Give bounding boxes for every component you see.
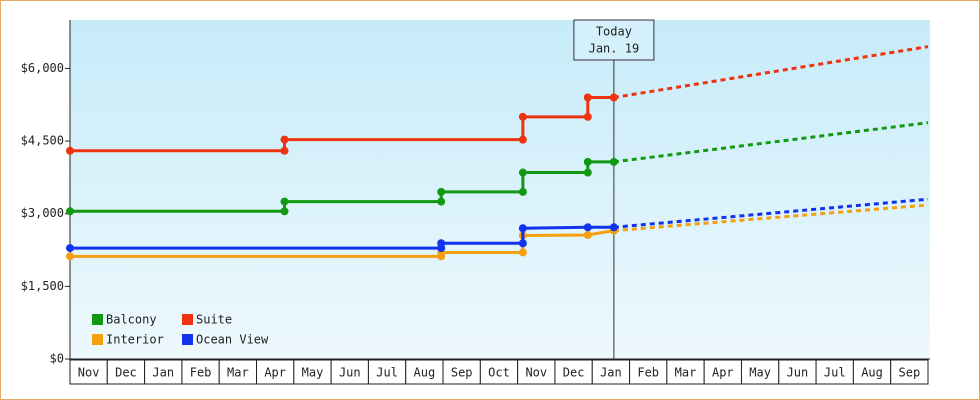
point — [518, 248, 527, 257]
y-tick-label: $0 — [50, 352, 64, 366]
x-tick-label: Oct — [488, 366, 510, 380]
month-cell — [815, 359, 854, 385]
month-cell — [218, 359, 258, 385]
x-tick-label: Feb — [637, 366, 659, 380]
point — [280, 146, 289, 155]
x-tick-label: Jan — [600, 366, 622, 380]
month-cell — [106, 359, 146, 385]
x-tick-label: May — [302, 366, 324, 380]
today-label: Jan. 19 — [589, 42, 640, 56]
legend-label: Interior — [106, 333, 164, 347]
point — [437, 197, 446, 206]
month-cell — [144, 359, 183, 385]
point — [583, 112, 592, 121]
x-tick-label: Jan — [152, 366, 174, 380]
legend-swatch — [182, 334, 193, 345]
month-cell — [852, 359, 892, 385]
projection-line — [613, 45, 929, 99]
x-tick-label: Apr — [264, 366, 286, 380]
month-cell — [629, 359, 668, 385]
x-tick-label: Apr — [712, 366, 734, 380]
x-tick-label: Jun — [787, 366, 809, 380]
y-tick-label: $3,000 — [21, 206, 64, 220]
projection-line — [613, 197, 929, 229]
point — [518, 187, 527, 196]
point — [280, 135, 289, 144]
point — [280, 207, 289, 216]
point — [518, 112, 527, 121]
month-cell — [703, 359, 742, 385]
x-tick-label: Dec — [563, 366, 585, 380]
x-tick-label: Sep — [899, 366, 921, 380]
x-tick-label: Mar — [227, 366, 249, 380]
y-tick-label: $6,000 — [21, 61, 64, 75]
point — [583, 157, 592, 166]
point — [583, 231, 592, 240]
x-tick-label: Aug — [414, 366, 436, 380]
point — [280, 197, 289, 206]
month-cell — [591, 359, 631, 385]
projection-line — [613, 203, 929, 233]
point — [609, 93, 618, 102]
point — [609, 157, 618, 166]
x-tick-label: Nov — [78, 366, 100, 380]
point — [518, 168, 527, 177]
x-tick-label: Aug — [861, 366, 883, 380]
y-tick-label: $1,500 — [21, 279, 64, 293]
month-cell — [69, 359, 108, 385]
month-cell — [890, 359, 929, 385]
point — [437, 239, 446, 248]
x-tick-label: Mar — [675, 366, 697, 380]
point — [583, 93, 592, 102]
point — [66, 207, 74, 216]
x-tick-label: May — [749, 366, 771, 380]
x-tick-label: Dec — [115, 366, 137, 380]
point — [583, 168, 592, 177]
x-tick-label: Jul — [824, 366, 846, 380]
point — [518, 239, 527, 248]
y-tick-label: $4,500 — [21, 134, 64, 148]
point — [583, 223, 592, 232]
legend-swatch — [92, 334, 103, 345]
month-cell — [778, 359, 817, 385]
point — [518, 224, 527, 233]
legend-swatch — [92, 314, 103, 325]
month-cell — [517, 359, 556, 385]
month-cell — [405, 359, 444, 385]
legend-swatch — [182, 314, 193, 325]
legend-label: Ocean View — [196, 333, 269, 347]
point — [518, 135, 527, 144]
month-cell — [479, 359, 519, 385]
legend-label: Balcony — [106, 313, 157, 327]
x-tick-label: Nov — [525, 366, 547, 380]
month-cell — [181, 359, 220, 385]
today-box — [573, 19, 655, 61]
point — [609, 223, 618, 232]
x-tick-label: Feb — [190, 366, 212, 380]
month-cell — [330, 359, 369, 385]
series-line — [70, 160, 614, 213]
point — [66, 252, 74, 261]
point — [66, 146, 74, 155]
x-tick-label: Jul — [376, 366, 398, 380]
point — [437, 187, 446, 196]
today-label: Today — [596, 25, 632, 39]
plot-area — [70, 20, 930, 359]
legend-label: Suite — [196, 313, 232, 327]
x-tick-label: Jun — [339, 366, 361, 380]
x-tick-label: Sep — [451, 366, 473, 380]
point — [66, 244, 74, 253]
projection-line — [613, 121, 929, 164]
month-cell — [740, 359, 780, 385]
